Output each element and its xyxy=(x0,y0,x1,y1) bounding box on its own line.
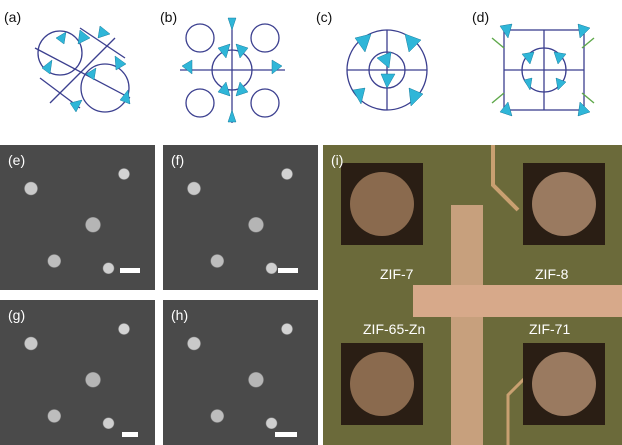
label-zif71: ZIF-71 xyxy=(529,321,571,337)
panel-label-f: (f) xyxy=(171,152,185,168)
chip-traces xyxy=(323,145,622,445)
panel-label-i: (i) xyxy=(331,152,344,168)
zif-structure-a xyxy=(34,25,131,113)
scale-bar xyxy=(275,432,297,437)
scale-bar xyxy=(122,432,138,437)
label-zif8: ZIF-8 xyxy=(535,266,569,282)
panel-label-e: (e) xyxy=(8,152,26,168)
sem-image-g: (g) xyxy=(0,300,155,445)
panel-label-b: (b) xyxy=(160,9,178,25)
panel-label-a: (a) xyxy=(4,9,22,25)
panel-label-g: (g) xyxy=(8,307,26,323)
label-zif7: ZIF-7 xyxy=(380,266,414,282)
sensor-chip-photo: (i) ZIF-7 ZIF-8 ZIF-65-Zn ZIF-71 xyxy=(323,145,622,445)
scale-bar xyxy=(278,268,298,273)
sem-image-e: (e) xyxy=(0,145,155,290)
panel-label-c: (c) xyxy=(316,9,333,25)
scale-bar xyxy=(120,268,140,273)
label-zif65zn: ZIF-65-Zn xyxy=(363,321,426,337)
zif-structure-b xyxy=(180,17,285,123)
sem-image-f: (f) xyxy=(163,145,318,290)
panel-label-d: (d) xyxy=(472,9,490,25)
zif-structure-d xyxy=(491,23,595,117)
panel-label-h: (h) xyxy=(171,307,189,323)
zif-structure-c xyxy=(346,29,428,111)
sem-image-h: (h) xyxy=(163,300,318,445)
